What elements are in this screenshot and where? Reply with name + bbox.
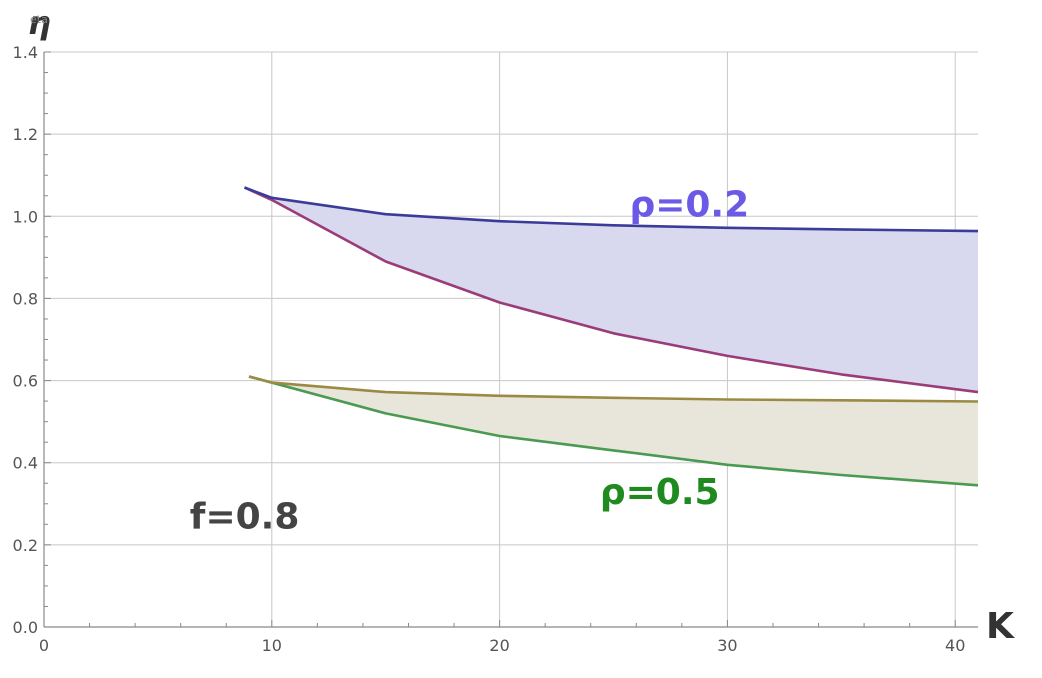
annotation-2: ρ=0.5: [600, 472, 720, 513]
upper-line-1: [244, 186, 979, 233]
x-tick-label: 40: [945, 636, 965, 655]
y-tick-label: 0.8: [13, 289, 38, 308]
region-fill-2: [249, 376, 978, 486]
y-axis-label: η: [28, 4, 51, 42]
lower-line-2: [248, 375, 979, 487]
series-lines: [243, 186, 979, 487]
axes: [43, 51, 978, 628]
y-tick-label: 1.2: [13, 125, 38, 144]
y-tick-label: 1.0: [13, 207, 38, 226]
x-tick-label: 30: [717, 636, 737, 655]
x-tick-label: 10: [262, 636, 282, 655]
upper-line-2: [248, 375, 979, 403]
x-axis-label: K: [986, 606, 1015, 647]
y-tick-label: 0.0: [13, 618, 38, 637]
annotation-1: ρ=0.2: [629, 184, 749, 225]
annotation-3: f=0.8: [190, 496, 300, 537]
annotations: ρ=0.2 ρ=0.5 f=0.8: [190, 184, 749, 537]
y-tick-label: 0.6: [13, 372, 38, 391]
lower-line-1: [243, 186, 979, 394]
y-tick-label: 0.4: [13, 454, 38, 473]
grid-lines: [44, 51, 978, 627]
x-tick-label: 20: [489, 636, 509, 655]
y-tick-label: 0.2: [13, 536, 38, 555]
tick-labels: 0 10 20 30 40 0.0 0.2 0.4 0.6 0.8 1.0 1.2 1.4: [13, 43, 966, 655]
y-tick-label: 1.4: [13, 43, 38, 62]
region-fill-1: [244, 187, 978, 393]
region-fills: [244, 187, 978, 486]
y-axis-label-overlap: eta: [30, 13, 48, 26]
x-tick-label: 0: [39, 636, 49, 655]
